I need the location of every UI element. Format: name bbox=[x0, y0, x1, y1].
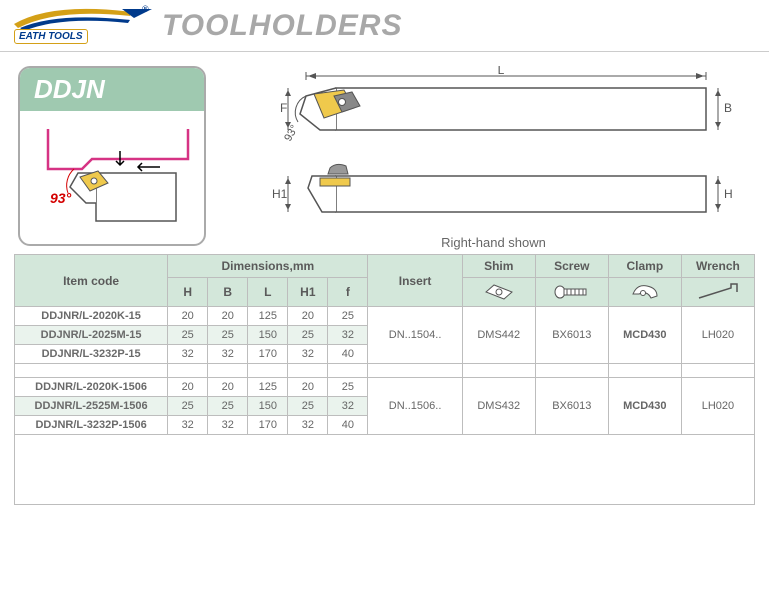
th-H: H bbox=[168, 278, 208, 307]
cell-dim: 25 bbox=[288, 397, 328, 416]
table-row: DDJNR/L-2020K-150620201252025DN..1506..D… bbox=[15, 378, 755, 397]
cell-dim: 32 bbox=[328, 397, 368, 416]
svg-text:L: L bbox=[498, 66, 505, 77]
cell-dim: 32 bbox=[168, 345, 208, 364]
cell-wrench: LH020 bbox=[681, 378, 754, 435]
table-row: DDJNR/L-2020K-1520201252025DN..1504..DMS… bbox=[15, 307, 755, 326]
cell-dim: 20 bbox=[208, 307, 248, 326]
svg-text:H: H bbox=[724, 187, 733, 201]
cell-dim: 20 bbox=[168, 378, 208, 397]
technical-drawing: L F B 93° H1 bbox=[236, 66, 751, 246]
cell-dim: 32 bbox=[288, 416, 328, 435]
cell-dim: 32 bbox=[208, 416, 248, 435]
th-shim-icon bbox=[462, 278, 535, 307]
cell-dim: 25 bbox=[208, 397, 248, 416]
svg-text:H1: H1 bbox=[272, 187, 288, 201]
cell-dim: 32 bbox=[168, 416, 208, 435]
page-header: EATH TOOLS ® TOOLHOLDERS bbox=[0, 0, 769, 52]
cell-dim: 25 bbox=[288, 326, 328, 345]
cell-item-code: DDJNR/L-2020K-15 bbox=[15, 307, 168, 326]
cell-clamp: MCD430 bbox=[608, 378, 681, 435]
th-B: B bbox=[208, 278, 248, 307]
table-head: Item code Dimensions,mm Insert Shim Scre… bbox=[15, 255, 755, 307]
reg-mark: ® bbox=[142, 4, 149, 14]
table-empty-area bbox=[14, 435, 755, 505]
cell-dim: 150 bbox=[248, 326, 288, 345]
th-L: L bbox=[248, 278, 288, 307]
cell-wrench: LH020 bbox=[681, 307, 754, 364]
cell-dim: 20 bbox=[288, 378, 328, 397]
cell-dim: 32 bbox=[208, 345, 248, 364]
cell-dim: 170 bbox=[248, 345, 288, 364]
cell-dim: 20 bbox=[288, 307, 328, 326]
brand-name: EATH TOOLS bbox=[14, 29, 88, 44]
series-card-header: DDJN bbox=[20, 68, 204, 111]
cell-dim: 40 bbox=[328, 416, 368, 435]
spec-table-wrap: Item code Dimensions,mm Insert Shim Scre… bbox=[0, 254, 769, 435]
cell-dim: 25 bbox=[168, 326, 208, 345]
cell-dim: 125 bbox=[248, 378, 288, 397]
cell-clamp: MCD430 bbox=[608, 307, 681, 364]
th-clamp: Clamp bbox=[608, 255, 681, 278]
cell-item-code: DDJNR/L-2025M-15 bbox=[15, 326, 168, 345]
th-clamp-icon bbox=[608, 278, 681, 307]
th-f: f bbox=[328, 278, 368, 307]
th-item-code: Item code bbox=[15, 255, 168, 307]
series-card: DDJN 93° bbox=[18, 66, 206, 246]
cell-item-code: DDJNR/L-2020K-1506 bbox=[15, 378, 168, 397]
drawing-caption: Right-hand shown bbox=[236, 235, 751, 250]
th-screw-icon bbox=[535, 278, 608, 307]
th-wrench-icon bbox=[681, 278, 754, 307]
table-body: DDJNR/L-2020K-1520201252025DN..1504..DMS… bbox=[15, 307, 755, 435]
cell-dim: 25 bbox=[328, 307, 368, 326]
cell-dim: 20 bbox=[168, 307, 208, 326]
cell-item-code: DDJNR/L-2525M-1506 bbox=[15, 397, 168, 416]
th-dimensions: Dimensions,mm bbox=[168, 255, 368, 278]
series-diagram-icon: 93° bbox=[20, 111, 204, 237]
svg-text:F: F bbox=[280, 101, 287, 115]
cell-dim: 32 bbox=[288, 345, 328, 364]
cell-insert: DN..1506.. bbox=[368, 378, 462, 435]
series-code: DDJN bbox=[34, 74, 105, 104]
th-insert: Insert bbox=[368, 255, 462, 307]
spec-table: Item code Dimensions,mm Insert Shim Scre… bbox=[14, 254, 755, 435]
cell-dim: 125 bbox=[248, 307, 288, 326]
brand-logo: EATH TOOLS ® bbox=[12, 6, 152, 46]
cell-dim: 170 bbox=[248, 416, 288, 435]
page-title: TOOLHOLDERS bbox=[162, 9, 402, 43]
cell-dim: 25 bbox=[208, 326, 248, 345]
series-diagram: 93° bbox=[20, 111, 204, 239]
th-H1: H1 bbox=[288, 278, 328, 307]
mid-section: DDJN 93° bbox=[0, 52, 769, 254]
th-screw: Screw bbox=[535, 255, 608, 278]
svg-text:B: B bbox=[724, 101, 732, 115]
svg-text:93°: 93° bbox=[282, 123, 301, 143]
cell-shim: DMS432 bbox=[462, 378, 535, 435]
cell-item-code: DDJNR/L-3232P-1506 bbox=[15, 416, 168, 435]
cell-insert: DN..1504.. bbox=[368, 307, 462, 364]
spacer-row bbox=[15, 364, 755, 378]
cell-dim: 150 bbox=[248, 397, 288, 416]
cell-dim: 20 bbox=[208, 378, 248, 397]
cell-dim: 40 bbox=[328, 345, 368, 364]
cell-screw: BX6013 bbox=[535, 378, 608, 435]
cell-shim: DMS442 bbox=[462, 307, 535, 364]
cell-dim: 25 bbox=[168, 397, 208, 416]
cell-dim: 25 bbox=[328, 378, 368, 397]
th-wrench: Wrench bbox=[681, 255, 754, 278]
cell-item-code: DDJNR/L-3232P-15 bbox=[15, 345, 168, 364]
angle-label: 93° bbox=[50, 190, 72, 206]
th-shim: Shim bbox=[462, 255, 535, 278]
cell-dim: 32 bbox=[328, 326, 368, 345]
technical-drawing-icon: L F B 93° H1 bbox=[236, 66, 736, 230]
cell-screw: BX6013 bbox=[535, 307, 608, 364]
